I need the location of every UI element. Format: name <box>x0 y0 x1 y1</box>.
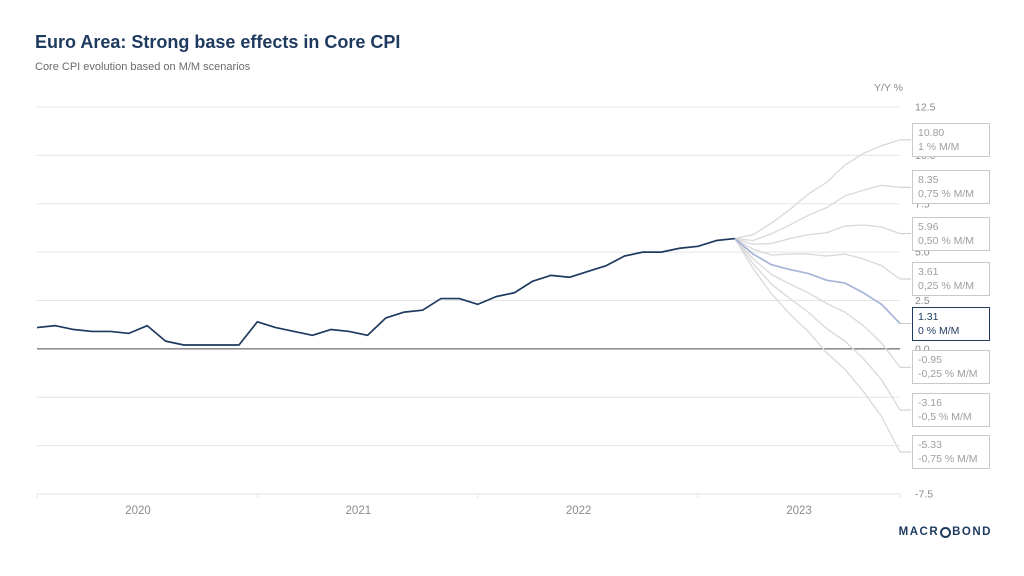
scenario-line <box>734 238 901 453</box>
scenario-label-box-0pct-highlighted: 1.31 0 % M/M <box>912 306 990 341</box>
scenario-end-value: -0.95 <box>918 354 942 367</box>
scenario-label-box-025pct: 3.61 0,25 % M/M <box>912 262 990 297</box>
x-tick-label: 2022 <box>566 505 592 517</box>
scenario-label-box-neg05pct: -3.16 -0,5 % M/M <box>912 393 990 428</box>
scenario-end-value: -3.16 <box>918 397 942 410</box>
scenario-label-box-neg075pct: -5.33 -0,75 % M/M <box>912 435 990 469</box>
scenario-line <box>734 237 901 280</box>
scenario-name: -0,75 % M/M <box>918 453 978 466</box>
scenario-name: -0,5 % M/M <box>918 411 972 424</box>
chart-title: Euro Area: Strong base effects in Core C… <box>35 32 401 52</box>
x-tick-label: 2020 <box>125 505 151 517</box>
history-line <box>36 237 735 346</box>
scenario-line <box>734 184 901 242</box>
scenario-label-box-neg025pct: -0.95 -0,25 % M/M <box>912 350 990 385</box>
y-tick-label: 2.5 <box>915 295 930 307</box>
scenario-end-value: 8.35 <box>918 174 939 187</box>
scenario-end-value: 3.61 <box>918 266 939 279</box>
scenario-line-highlighted <box>734 237 901 325</box>
scenario-name: 0,25 % M/M <box>918 280 975 293</box>
scenario-name: 0,50 % M/M <box>918 234 975 247</box>
chart-subtitle: Core CPI evolution based on M/M scenario… <box>35 61 251 73</box>
scenario-end-value: 5.96 <box>918 220 939 233</box>
scenario-name: -0,25 % M/M <box>918 368 978 381</box>
scenario-name: 0 % M/M <box>918 324 960 337</box>
y-tick-label: 12.5 <box>915 102 936 114</box>
scenario-line <box>734 238 901 411</box>
scenario-line <box>734 139 901 240</box>
macrobond-logo: MACR BOND <box>899 526 992 538</box>
scenario-name: 1 % M/M <box>918 141 960 154</box>
scenario-label-box-075pct: 8.35 0,75 % M/M <box>912 170 990 205</box>
scenario-end-value: 10.80 <box>918 126 945 139</box>
scenario-end-value: -5.33 <box>918 439 942 451</box>
scenario-end-value: 1.31 <box>918 310 939 323</box>
x-tick-label: 2023 <box>786 505 812 517</box>
y-axis-unit-label: Y/Y % <box>874 82 903 94</box>
macrobond-logo-text-right: BOND <box>952 526 992 538</box>
x-tick-label: 2021 <box>346 505 372 517</box>
scenario-line <box>734 238 901 368</box>
y-tick-label: -7.5 <box>915 489 933 501</box>
macrobond-logo-text-left: MACR <box>898 526 940 538</box>
macrobond-logo-ring-icon <box>940 526 952 538</box>
scenario-label-box-050pct: 5.96 0,50 % M/M <box>912 216 990 251</box>
scenario-line <box>734 224 901 246</box>
scenario-name: 0,75 % M/M <box>918 188 975 201</box>
scenario-label-box-1pct: 10.80 1 % M/M <box>912 122 990 157</box>
